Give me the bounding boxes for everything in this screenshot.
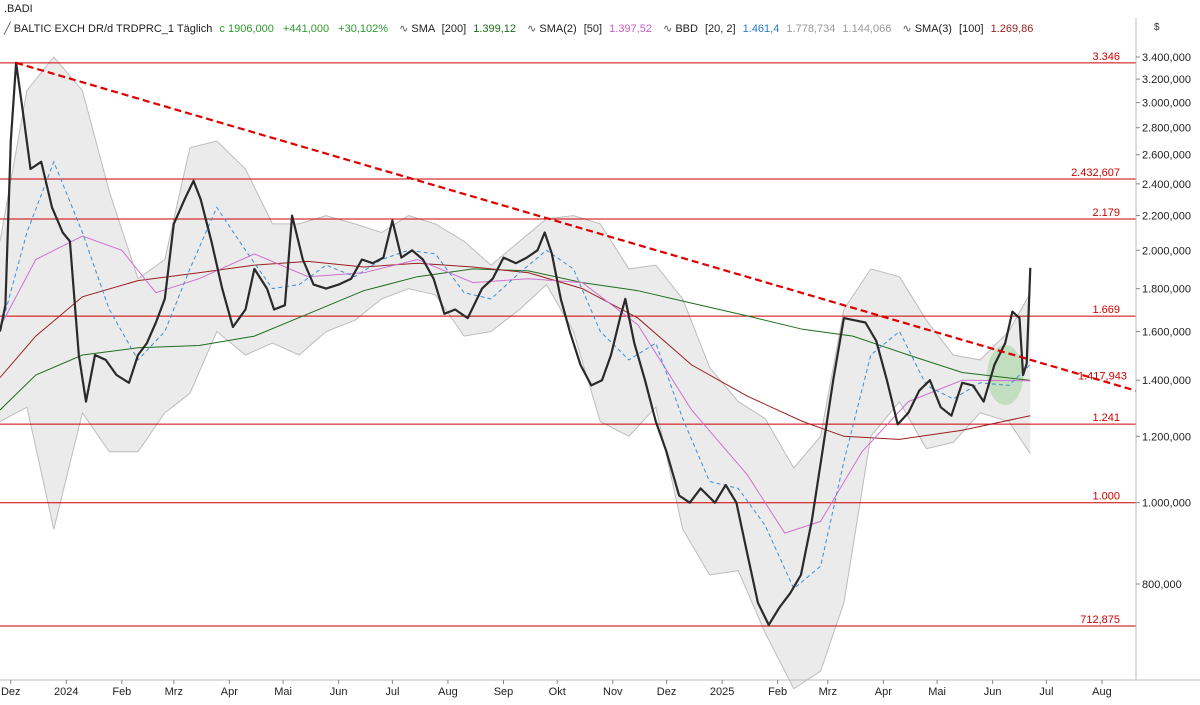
series-layer — [0, 61, 1032, 626]
level-label: 1.000 — [1092, 491, 1120, 503]
y-tick-label: 800,000 — [1142, 579, 1182, 591]
x-tick-label: Feb — [768, 686, 787, 698]
trendline-label: 1.417,943 — [1078, 371, 1127, 383]
sma200-glyph: ∿ — [399, 23, 408, 35]
bbd-params: [20, 2] — [705, 23, 736, 35]
x-tick-label: Jul — [385, 686, 399, 698]
y-tick-label: 1.200,000 — [1142, 431, 1191, 443]
y-tick-label: 3.400,000 — [1142, 52, 1191, 64]
level-label: 712,875 — [1080, 614, 1120, 626]
trendline-layer: 1.417,943 — [15, 61, 1137, 392]
bbd-upper-value: 1.778,734 — [786, 23, 835, 35]
y-tick-label: 2.200,000 — [1142, 211, 1191, 223]
x-tick-label: Jul — [1039, 686, 1053, 698]
currency-label: $ — [1154, 22, 1160, 33]
y-tick-label: 3.000,000 — [1142, 98, 1191, 110]
y-tick-label: 3.200,000 — [1142, 74, 1191, 86]
sma50-params: [50] — [584, 23, 602, 35]
resistance-trendline — [15, 61, 1137, 392]
sma100-value: 1.269,86 — [991, 23, 1034, 35]
x-tick-label: Mai — [274, 686, 292, 698]
y-tick-label: 2.000,000 — [1142, 245, 1191, 257]
x-tick-label: Nov — [603, 686, 623, 698]
x-tick-label: Okt — [549, 686, 566, 698]
x-tick-label: Apr — [221, 686, 238, 698]
header-close: c 1906,000 — [219, 23, 273, 35]
y-tick-label: 1.400,000 — [1142, 375, 1191, 387]
header-legend: ╱ BALTIC EXCH DR/d TRDPRC_1 Täglich c 19… — [3, 21, 1033, 35]
x-tick-label: Sep — [494, 686, 514, 698]
x-tick-label: Dez — [1, 686, 21, 698]
bbd-label: BBD — [675, 23, 698, 35]
sma100-glyph: ∿ — [902, 23, 911, 35]
header-change-pct: +30,102% — [338, 23, 388, 35]
x-tick-label: Jun — [984, 686, 1002, 698]
x-tick-label: Dez — [657, 686, 677, 698]
bollinger-band-layer — [0, 56, 1031, 690]
sma100-label: SMA(3) — [915, 23, 952, 35]
sma50-value: 1.397,52 — [609, 23, 652, 35]
sma50-glyph: ∿ — [527, 23, 536, 35]
x-tick-label: Aug — [438, 686, 458, 698]
sma200-value: 1.399,12 — [473, 23, 516, 35]
bbd-mid-value: 1.461,4 — [743, 23, 780, 35]
sma200-label: SMA — [411, 23, 436, 35]
sma200-params: [200] — [442, 23, 466, 35]
bbd-glyph: ∿ — [663, 23, 672, 35]
x-tick-label: Mai — [928, 686, 946, 698]
y-tick-label: 1.600,000 — [1142, 327, 1191, 339]
bbd-lower-value: 1.144,066 — [842, 23, 891, 35]
bollinger-band-area — [0, 57, 1031, 689]
level-label: 1.669 — [1092, 304, 1120, 316]
bollinger-upper-line — [0, 56, 1031, 469]
x-tick-label: Aug — [1092, 686, 1112, 698]
y-tick-label: 2.400,000 — [1142, 179, 1191, 191]
sma50-label: SMA(2) — [539, 23, 576, 35]
level-label: 2.179 — [1092, 207, 1120, 219]
level-label: 3.346 — [1092, 51, 1120, 63]
header-main: BALTIC EXCH DR/d TRDPRC_1 Täglich — [14, 23, 213, 35]
x-tick-label: Mrz — [165, 686, 183, 698]
price-series-glyph: ╱ — [3, 21, 12, 35]
x-tick-label: 2024 — [54, 686, 78, 698]
x-tick-label: Feb — [112, 686, 131, 698]
horizontal-levels-layer: 3.346 2.432,607 2.179 1.669 1.241 1.000 712,87… — [0, 51, 1136, 627]
price-line — [0, 61, 1032, 626]
x-tick-label: Mrz — [819, 686, 837, 698]
axes-layer: 3.400,000 3.200,000 3.000,000 2.800,000 2.60… — [0, 18, 1200, 698]
symbol-label: .BADI — [4, 3, 33, 15]
bollinger-mid-line — [0, 160, 1031, 590]
header-change: +441,000 — [283, 23, 329, 35]
level-label: 1.241 — [1092, 412, 1120, 424]
sma100-params: [100] — [959, 23, 983, 35]
y-tick-label: 1.000,000 — [1142, 498, 1191, 510]
y-tick-label: 1.800,000 — [1142, 284, 1191, 296]
y-tick-label: 2.600,000 — [1142, 150, 1191, 162]
sma50-line — [0, 235, 1031, 534]
level-label: 2.432,607 — [1071, 167, 1120, 179]
x-tick-label: Apr — [875, 686, 892, 698]
bollinger-lower-line — [0, 283, 1031, 690]
y-tick-label: 2.800,000 — [1142, 123, 1191, 135]
highlight-marker — [987, 345, 1024, 406]
x-tick-label: 2025 — [710, 686, 734, 698]
sma100-line — [0, 260, 1031, 440]
x-tick-label: Jun — [330, 686, 348, 698]
